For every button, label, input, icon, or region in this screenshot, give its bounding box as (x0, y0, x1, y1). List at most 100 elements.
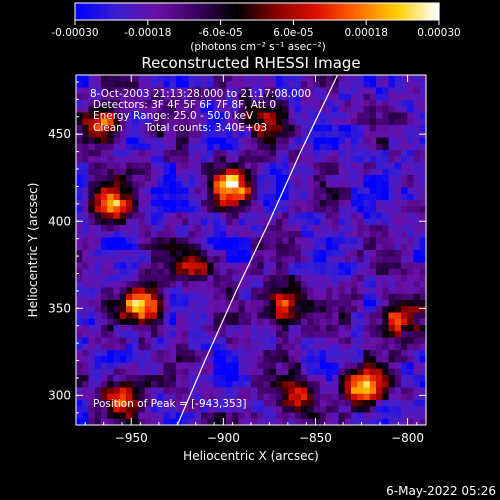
heatmap-pixel (101, 312, 108, 320)
heatmap-pixel (419, 75, 426, 82)
heatmap-pixel (344, 193, 352, 201)
heatmap-pixel (176, 225, 183, 232)
heatmap-pixel (207, 218, 214, 226)
heatmap-pixel (169, 206, 177, 213)
colorbar-segment (266, 3, 270, 20)
heatmap-pixel (288, 268, 296, 276)
heatmap-pixel (188, 312, 196, 320)
heatmap-pixel (382, 231, 389, 238)
heatmap-pixel (344, 412, 352, 420)
heatmap-pixel (226, 187, 233, 195)
heatmap-pixel (244, 375, 252, 382)
heatmap-pixel (232, 150, 239, 157)
heatmap-pixel (251, 100, 258, 107)
heatmap-pixel (294, 275, 302, 282)
heatmap-pixel (376, 125, 383, 132)
heatmap-pixel (151, 206, 158, 213)
heatmap-pixel (351, 212, 358, 220)
heatmap-pixel (107, 212, 114, 220)
heatmap-pixel (288, 81, 296, 88)
heatmap-pixel (407, 93, 414, 101)
heatmap-pixel (201, 331, 208, 338)
heatmap-pixel (94, 400, 102, 407)
heatmap-pixel (394, 312, 402, 320)
heatmap-pixel (138, 112, 146, 120)
heatmap-pixel (107, 368, 114, 376)
heatmap-pixel (182, 268, 189, 276)
heatmap-pixel (301, 87, 308, 95)
heatmap-pixel (176, 193, 183, 201)
heatmap-pixel (163, 200, 171, 207)
heatmap-pixel (226, 156, 233, 163)
heatmap-pixel (388, 406, 396, 413)
heatmap-pixel (263, 281, 271, 288)
heatmap-pixel (94, 143, 102, 151)
heatmap-pixel (244, 81, 252, 88)
heatmap-pixel (282, 325, 289, 332)
heatmap-pixel (88, 168, 96, 176)
heatmap-pixel (94, 350, 102, 357)
heatmap-pixel (269, 262, 277, 270)
heatmap-pixel (201, 112, 208, 120)
heatmap-pixel (113, 162, 121, 170)
heatmap-pixel (182, 306, 189, 313)
heatmap-pixel (401, 343, 408, 351)
heatmap-pixel (132, 112, 139, 120)
heatmap-pixel (176, 306, 183, 313)
heatmap-pixel (319, 187, 327, 195)
heatmap-pixel (401, 106, 408, 113)
heatmap-pixel (169, 150, 177, 157)
heatmap-pixel (363, 393, 371, 401)
heatmap-pixel (101, 337, 108, 345)
heatmap-pixel (82, 250, 89, 257)
heatmap-pixel (126, 250, 133, 257)
heatmap-pixel (182, 93, 189, 101)
heatmap-pixel (326, 287, 333, 295)
heatmap-pixel (338, 131, 346, 138)
heatmap-pixel (163, 131, 171, 138)
heatmap-pixel (282, 200, 289, 207)
heatmap-pixel (76, 412, 83, 420)
heatmap-pixel (244, 218, 252, 226)
heatmap-pixel (119, 106, 127, 113)
heatmap-pixel (163, 350, 171, 357)
heatmap-pixel (376, 243, 383, 251)
heatmap-pixel (376, 400, 383, 407)
heatmap-pixel (369, 193, 377, 201)
heatmap-pixel (357, 393, 364, 401)
heatmap-pixel (263, 75, 271, 82)
heatmap-pixel (176, 237, 183, 245)
heatmap-pixel (369, 281, 377, 288)
heatmap-pixel (363, 181, 371, 188)
heatmap-pixel (301, 337, 308, 345)
heatmap-pixel (226, 318, 233, 326)
heatmap-pixel (163, 106, 171, 113)
heatmap-pixel (301, 112, 308, 120)
heatmap-pixel (326, 393, 333, 401)
footer-date: 6-May-2022 05:26 (386, 484, 496, 498)
heatmap-pixel (307, 312, 314, 320)
heatmap-pixel (288, 225, 296, 232)
heatmap-pixel (382, 143, 389, 151)
heatmap-pixel (407, 375, 414, 382)
heatmap-pixel (144, 218, 152, 226)
heatmap-pixel (188, 156, 196, 163)
heatmap-pixel (288, 331, 296, 338)
heatmap-pixel (382, 131, 389, 138)
colorbar-segment (341, 3, 346, 20)
heatmap-pixel (213, 275, 221, 282)
heatmap-pixel (288, 181, 296, 188)
heatmap-pixel (307, 256, 314, 263)
heatmap-pixel (76, 375, 83, 382)
heatmap-pixel (401, 368, 408, 376)
heatmap-pixel (94, 193, 102, 201)
heatmap-pixel (157, 125, 164, 132)
heatmap-pixel (244, 393, 252, 401)
colorbar-segment (423, 3, 428, 20)
heatmap-pixel (232, 143, 239, 151)
heatmap-pixel (319, 350, 327, 357)
heatmap-pixel (207, 250, 214, 257)
heatmap-pixel (213, 337, 221, 345)
heatmap-pixel (357, 312, 364, 320)
